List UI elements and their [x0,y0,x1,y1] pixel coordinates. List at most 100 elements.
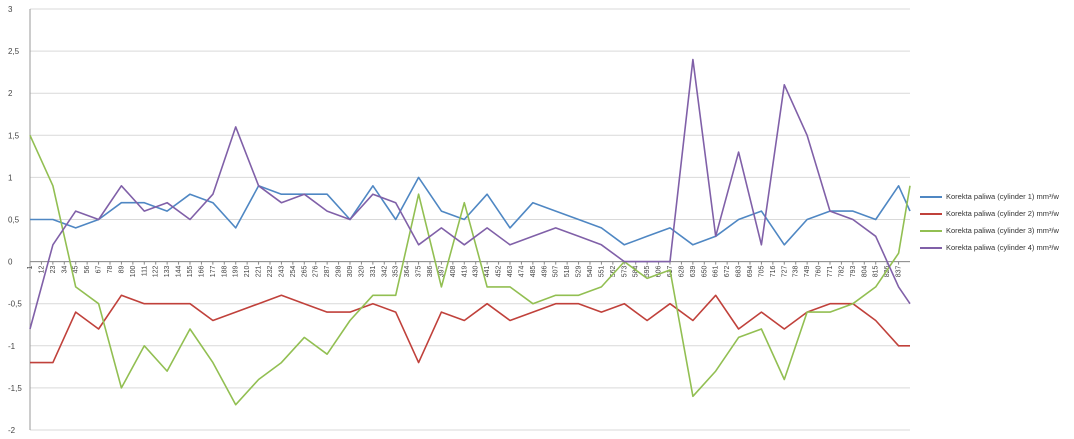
x-tick-label: 375 [416,266,423,278]
x-tick-label: 210 [244,266,251,278]
x-tick-label: 760 [816,266,823,278]
x-tick-label: 67 [96,266,103,274]
x-tick-label: 298 [336,266,343,278]
legend-label: Korekta paliwa (cylinder 4) mm³/w [946,243,1059,252]
series-line [29,58,911,330]
x-tick-label: 551 [598,266,605,278]
x-tick-label: 45 [73,266,80,274]
x-tick-label: 496 [541,266,548,278]
x-tick-label: 738 [793,266,800,278]
y-tick-label: 1,5 [8,131,20,140]
x-tick-label: 584 [633,266,640,278]
x-tick-label: 111 [141,265,148,276]
x-tick-label: 628 [678,266,685,278]
x-tick-label: 342 [381,266,388,278]
legend-swatch [920,229,942,232]
legend-item: Korekta paliwa (cylinder 4) mm³/w [920,239,1070,256]
x-tick-label: 727 [781,266,788,278]
x-tick-label: 331 [370,266,377,278]
x-tick-label: 78 [107,266,114,274]
y-tick-label: 2 [8,89,13,98]
x-tick-label: 661 [713,266,720,278]
legend-swatch [920,212,942,215]
x-tick-label: 694 [747,266,754,278]
x-tick-label: 815 [873,266,880,278]
y-tick-label: 2,5 [8,47,20,56]
x-tick-label: 474 [518,266,525,278]
x-tick-label: 507 [553,266,560,278]
x-tick-label: 133 [164,266,171,278]
x-tick-label: 562 [610,266,617,278]
x-tick-label: 573 [621,266,628,278]
x-tick-label: 419 [461,266,468,278]
legend: Korekta paliwa (cylinder 1) mm³/w Korekt… [920,188,1070,256]
x-tick-label: 221 [256,266,263,278]
x-tick-label: 749 [804,266,811,278]
x-tick-label: 826 [884,266,891,278]
x-tick-label: 309 [347,266,354,278]
x-tick-label: 254 [290,266,297,278]
x-tick-label: 353 [393,266,400,278]
y-tick-label: -1,5 [8,384,22,393]
x-tick-label: 430 [473,266,480,278]
x-tick-label: 463 [507,266,514,278]
x-tick-label: 793 [850,266,857,278]
x-tick-label: 155 [187,266,194,278]
x-tick-label: 804 [861,266,868,278]
y-tick-label: -1 [8,342,16,351]
x-tick-label: 782 [838,266,845,278]
x-tick-label: 320 [358,266,365,278]
x-tick-label: 89 [118,266,125,274]
y-axis: 3 2,5 2 1,5 1 0,5 0 -0,5 -1 -1,5 -2 [8,5,31,435]
x-tick-label: 386 [427,266,434,278]
x-tick-label: 529 [576,266,583,278]
y-tick-label: 0,5 [8,216,20,225]
x-tick-label: 23 [50,266,57,274]
x-tick-label: 177 [210,266,217,278]
legend-swatch [920,195,942,198]
legend-swatch [920,246,942,249]
x-tick-label: 287 [324,266,331,278]
x-tick-label: 144 [176,266,183,278]
x-tick-label: 56 [84,266,91,274]
legend-label: Korekta paliwa (cylinder 3) mm³/w [946,226,1059,235]
x-tick-label: 771 [827,266,834,278]
x-tick-label: 364 [404,266,411,278]
legend-label: Korekta paliwa (cylinder 1) mm³/w [946,192,1059,201]
legend-item: Korekta paliwa (cylinder 3) mm³/w [920,222,1070,239]
x-axis: 1 12 23 34 45 56 67 78 89 100 111 122 133 144 155 166 17… [27,261,910,278]
x-tick-label: 837 [896,266,903,278]
y-tick-label: 1 [8,173,13,182]
y-tick-label: -2 [8,426,16,435]
x-tick-label: 265 [301,266,308,278]
series-line [29,134,911,406]
x-tick-label: 243 [278,266,285,278]
x-tick-label: 199 [233,266,240,278]
series-line [30,294,910,364]
y-tick-label: 3 [8,5,13,14]
x-tick-label: 485 [530,266,537,278]
x-tick-label: 100 [130,266,137,278]
series-lines [29,58,911,406]
series-line [30,176,911,246]
x-tick-label: 408 [450,266,457,278]
x-tick-label: 276 [313,266,320,278]
x-tick-label: 650 [701,266,708,278]
x-tick-label: 683 [736,266,743,278]
x-tick-label: 672 [724,266,731,278]
x-tick-label: 397 [438,266,445,278]
x-tick-label: 12 [38,266,45,274]
y-tick-label: 0 [8,258,13,267]
x-tick-label: 606 [656,266,663,278]
x-tick-label: 518 [564,266,571,278]
x-tick-label: 441 [484,266,491,278]
x-tick-label: 232 [267,266,274,278]
y-tick-label: -0,5 [8,300,22,309]
legend-item: Korekta paliwa (cylinder 2) mm³/w [920,205,1070,222]
x-tick-label: 1 [27,266,34,270]
legend-label: Korekta paliwa (cylinder 2) mm³/w [946,209,1059,218]
x-tick-label: 540 [587,266,594,278]
x-tick-label: 705 [758,266,765,278]
legend-item: Korekta paliwa (cylinder 1) mm³/w [920,188,1070,205]
